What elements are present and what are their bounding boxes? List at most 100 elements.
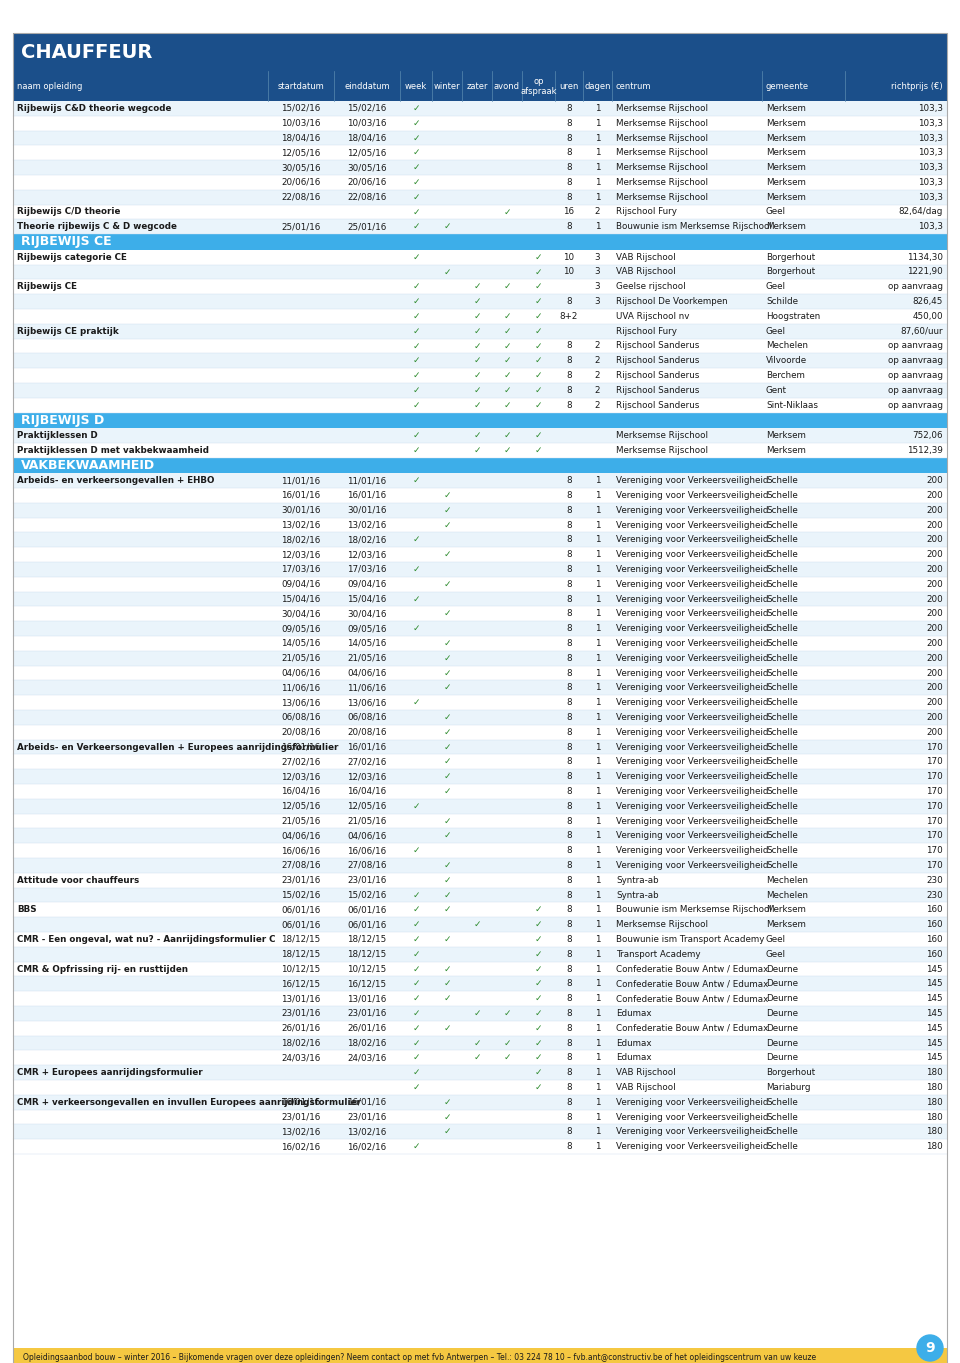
Bar: [13, 650, 947, 665]
Text: 10/03/16: 10/03/16: [281, 119, 321, 128]
Text: 8: 8: [566, 875, 572, 885]
Bar: [13, 665, 947, 680]
Text: VAB Rijschool: VAB Rijschool: [616, 1069, 676, 1077]
Text: avond: avond: [494, 82, 520, 90]
Text: 103,3: 103,3: [918, 134, 943, 143]
Text: 103,3: 103,3: [918, 119, 943, 128]
Bar: [13, 1066, 947, 1079]
Text: VAKBEKWAAMHEID: VAKBEKWAAMHEID: [21, 459, 156, 472]
Bar: [13, 174, 947, 189]
Text: Transport Academy: Transport Academy: [616, 950, 701, 958]
Text: Bouwunie ism Transport Academy: Bouwunie ism Transport Academy: [616, 935, 764, 945]
Text: Schilde: Schilde: [766, 297, 798, 307]
Text: 1: 1: [595, 1069, 600, 1077]
Text: ✓: ✓: [412, 698, 420, 707]
Text: 8: 8: [566, 1024, 572, 1033]
Text: 180: 180: [926, 1069, 943, 1077]
Bar: [13, 902, 947, 917]
Text: ✓: ✓: [444, 786, 451, 796]
Bar: [13, 962, 947, 976]
Text: 06/01/16: 06/01/16: [281, 920, 321, 930]
Text: 04/06/16: 04/06/16: [348, 831, 387, 841]
Text: ✓: ✓: [535, 1024, 542, 1033]
Text: 2: 2: [595, 356, 600, 365]
Text: ✓: ✓: [535, 1069, 542, 1077]
Text: uren: uren: [560, 82, 579, 90]
Text: 1: 1: [595, 683, 600, 692]
Text: ✓: ✓: [444, 935, 451, 945]
Text: 1: 1: [595, 1097, 600, 1107]
Text: Schelle: Schelle: [766, 639, 798, 647]
Text: VAB Rijschool: VAB Rijschool: [616, 267, 676, 277]
Text: 13/06/16: 13/06/16: [281, 698, 321, 707]
Text: Merksem: Merksem: [766, 119, 805, 128]
Text: ✓: ✓: [473, 920, 481, 930]
Text: 18/12/15: 18/12/15: [281, 935, 321, 945]
Text: 12/03/16: 12/03/16: [348, 771, 387, 781]
Text: startdatum: startdatum: [277, 82, 324, 90]
Text: ✓: ✓: [503, 342, 511, 350]
Bar: [13, 279, 947, 294]
Text: 2: 2: [595, 342, 600, 350]
Text: 1: 1: [595, 994, 600, 1003]
Text: ✓: ✓: [444, 521, 451, 529]
Text: 145: 145: [926, 1039, 943, 1048]
Text: ✓: ✓: [535, 267, 542, 277]
Text: ✓: ✓: [535, 282, 542, 292]
Text: 1: 1: [595, 164, 600, 172]
Text: 1: 1: [595, 564, 600, 574]
Text: ✓: ✓: [473, 446, 481, 455]
Text: ✓: ✓: [535, 1084, 542, 1092]
Text: 18/02/16: 18/02/16: [348, 1039, 387, 1048]
Text: Vereniging voor Verkeersveiligheid: Vereniging voor Verkeersveiligheid: [616, 564, 769, 574]
Text: Deurne: Deurne: [766, 980, 798, 988]
Bar: [13, 710, 947, 725]
Text: ✓: ✓: [412, 920, 420, 930]
Text: gemeente: gemeente: [766, 82, 809, 90]
Text: Sint-Niklaas: Sint-Niklaas: [766, 401, 818, 410]
Text: 8: 8: [566, 743, 572, 751]
Bar: [13, 383, 947, 398]
Text: 30/05/16: 30/05/16: [348, 164, 387, 172]
Text: 103,3: 103,3: [918, 179, 943, 187]
Bar: [13, 859, 947, 872]
Text: 10/03/16: 10/03/16: [348, 119, 387, 128]
Text: 103,3: 103,3: [918, 222, 943, 232]
Text: 06/01/16: 06/01/16: [281, 905, 321, 915]
Text: 1: 1: [595, 890, 600, 900]
Text: ✓: ✓: [473, 401, 481, 410]
Text: Confederatie Bouw Antw / Edumax: Confederatie Bouw Antw / Edumax: [616, 965, 768, 973]
Text: ✓: ✓: [444, 267, 451, 277]
Text: Vereniging voor Verkeersveiligheid: Vereniging voor Verkeersveiligheid: [616, 1127, 769, 1137]
Text: Schelle: Schelle: [766, 1127, 798, 1137]
Text: ✓: ✓: [535, 935, 542, 945]
Text: Rijbewijs CE praktijk: Rijbewijs CE praktijk: [17, 327, 119, 335]
Text: ✓: ✓: [412, 119, 420, 128]
Circle shape: [917, 1334, 943, 1362]
Text: 8: 8: [566, 905, 572, 915]
Text: 09/04/16: 09/04/16: [348, 579, 387, 589]
Text: Vereniging voor Verkeersveiligheid: Vereniging voor Verkeersveiligheid: [616, 786, 769, 796]
Text: 8: 8: [566, 1009, 572, 1018]
Text: 13/02/16: 13/02/16: [348, 1127, 387, 1137]
Text: Merksem: Merksem: [766, 431, 805, 440]
Text: 3: 3: [594, 282, 600, 292]
Text: 8: 8: [566, 564, 572, 574]
Text: 16/02/16: 16/02/16: [348, 1142, 387, 1152]
Text: ✓: ✓: [444, 506, 451, 515]
Text: 18/02/16: 18/02/16: [281, 536, 321, 544]
Bar: [13, 637, 947, 650]
Text: Theorie rijbewijs C & D wegcode: Theorie rijbewijs C & D wegcode: [17, 222, 177, 232]
Bar: [13, 473, 947, 488]
Text: Schelle: Schelle: [766, 816, 798, 826]
Text: 1: 1: [595, 786, 600, 796]
Text: ✓: ✓: [444, 668, 451, 677]
Text: winter: winter: [434, 82, 460, 90]
Bar: [13, 443, 947, 458]
Text: ✓: ✓: [444, 771, 451, 781]
Text: ✓: ✓: [535, 980, 542, 988]
Text: ✓: ✓: [412, 149, 420, 157]
Text: 170: 170: [926, 758, 943, 766]
Text: Syntra-ab: Syntra-ab: [616, 890, 659, 900]
Text: 13/02/16: 13/02/16: [281, 1127, 321, 1137]
